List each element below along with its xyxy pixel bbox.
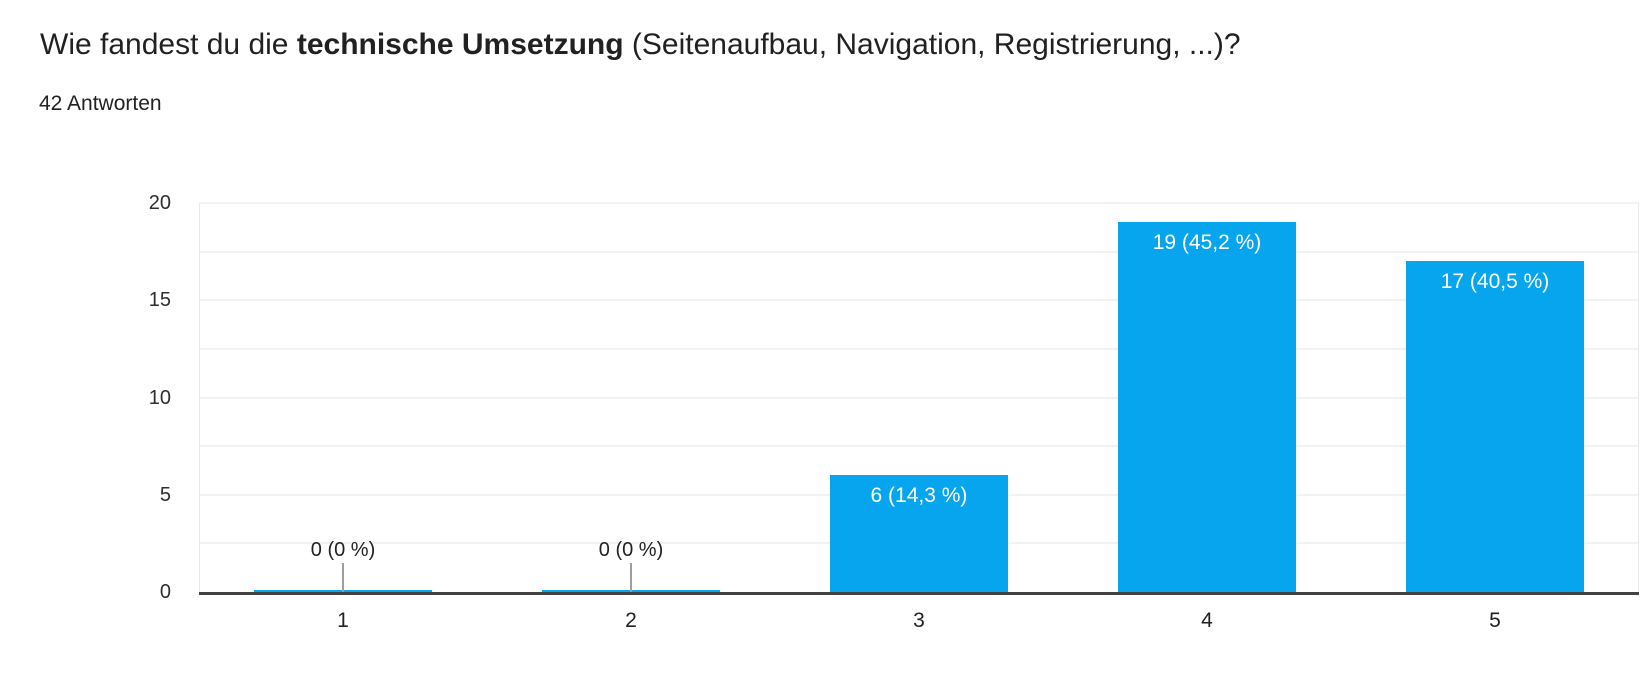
gridline: [199, 299, 1639, 302]
zero-value-label: 0 (0 %): [598, 539, 664, 561]
x-axis-category-label: 4: [1201, 609, 1213, 632]
plot-left-edge-line: [199, 203, 200, 592]
x-axis-category-label: 3: [913, 609, 925, 632]
zero-label-tick: [630, 563, 632, 592]
bar[interactable]: 17 (40,5 %): [1406, 261, 1584, 592]
gridline: [199, 202, 1639, 204]
bar-value-label: 19 (45,2 %): [1152, 231, 1262, 255]
question-title-suffix: (Seitenaufbau, Navigation, Registrierung…: [623, 28, 1241, 61]
answers-count: 42 Antworten: [39, 92, 162, 115]
x-axis-category-label: 5: [1489, 609, 1501, 632]
y-axis-label: 20: [148, 192, 171, 214]
gridline: [199, 445, 1639, 448]
y-axis-label: 0: [159, 581, 171, 603]
y-axis-label: 5: [159, 483, 171, 506]
question-title: Wie fandest du die technische Umsetzung …: [40, 24, 1241, 66]
gridline: [199, 250, 1639, 253]
y-axis-label: 10: [148, 386, 171, 409]
zero-label-tick: [342, 563, 344, 592]
question-title-prefix: Wie fandest du die: [40, 28, 297, 61]
bar-value-label: 6 (14,3 %): [870, 484, 968, 508]
y-axis-label: 15: [148, 289, 171, 312]
x-axis-line: [199, 592, 1639, 595]
plot-right-edge-line: [1638, 203, 1639, 592]
gridline: [199, 396, 1639, 399]
gridline: [199, 347, 1639, 350]
question-title-bold: technische Umsetzung: [296, 28, 624, 61]
bar-value-label: 17 (40,5 %): [1440, 270, 1550, 294]
zero-value-label: 0 (0 %): [310, 539, 376, 561]
x-axis-category-label: 2: [625, 609, 637, 632]
bar[interactable]: 19 (45,2 %): [1118, 222, 1296, 592]
bar[interactable]: 6 (14,3 %): [830, 475, 1008, 592]
x-axis-category-label: 1: [337, 609, 349, 632]
